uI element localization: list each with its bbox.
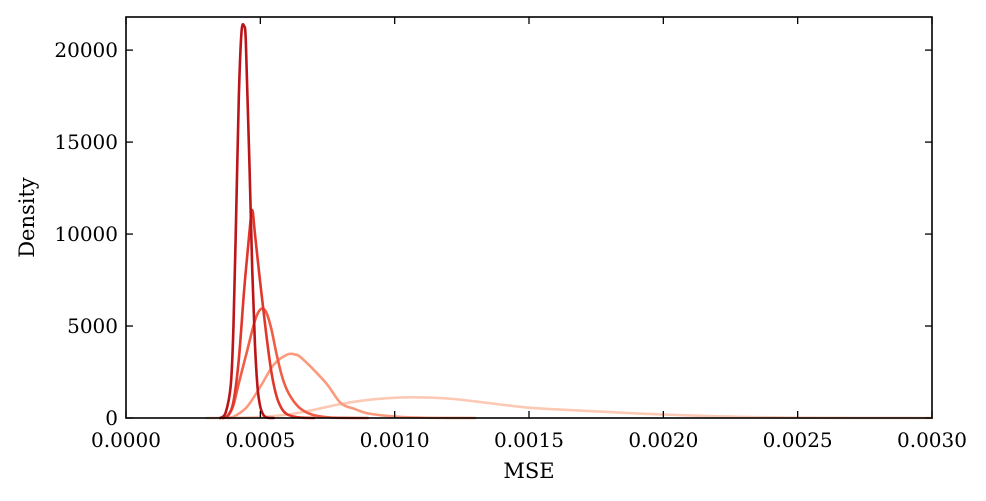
x-tick-label: 0.0010 — [360, 428, 430, 452]
x-tick-label: 0.0000 — [91, 428, 161, 452]
x-tick-label: 0.0015 — [494, 428, 564, 452]
x-axis-label: MSE — [503, 459, 554, 483]
y-tick-label: 20000 — [54, 38, 118, 62]
x-tick-label: 0.0020 — [628, 428, 698, 452]
y-tick-label: 0 — [105, 406, 118, 430]
density-curve-4 — [221, 208, 316, 420]
x-tick-label: 0.0025 — [763, 428, 833, 452]
y-tick-label: 15000 — [54, 130, 118, 154]
y-tick-label: 10000 — [54, 222, 118, 246]
y-axis-label: Density — [15, 177, 39, 258]
x-tick-label: 0.0005 — [225, 428, 295, 452]
ticks-layer: 0.0000 0.0005 0.0010 0.0015 0.0020 0.0025 0.00… — [54, 17, 967, 452]
series-layer — [205, 23, 934, 420]
density-curve-2 — [226, 352, 477, 420]
x-tick-label: 0.0030 — [897, 428, 967, 452]
y-tick-label: 5000 — [67, 314, 118, 338]
density-curve-3 — [221, 307, 370, 420]
density-curve-5 — [218, 23, 276, 420]
